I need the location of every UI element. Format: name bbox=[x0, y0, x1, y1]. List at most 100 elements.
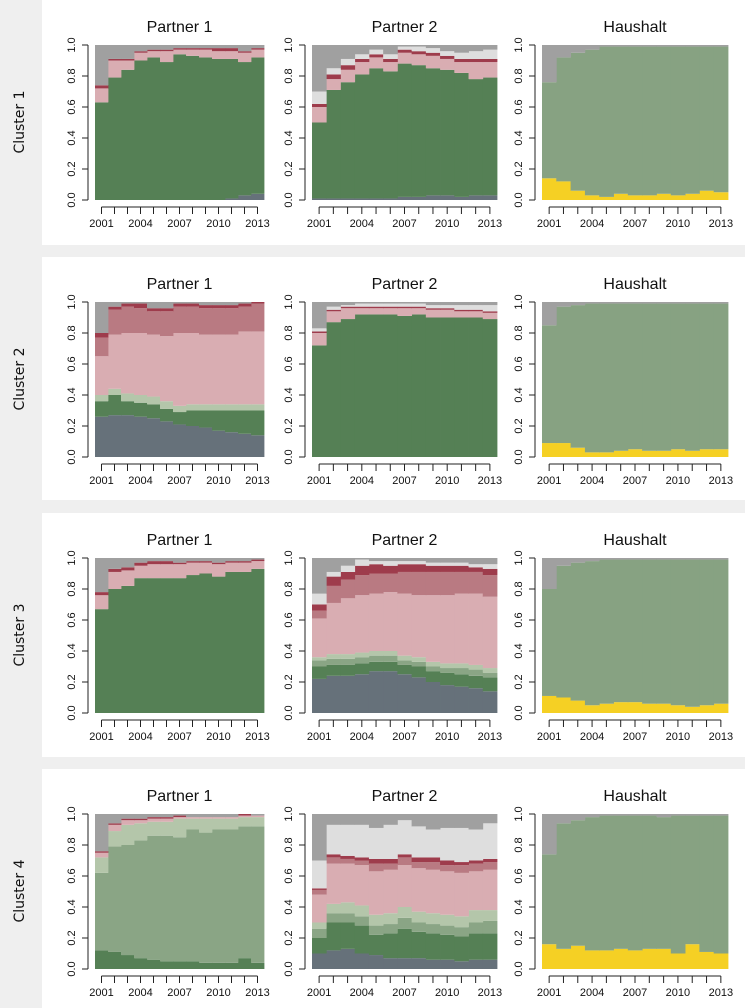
bar-segment bbox=[173, 558, 187, 563]
bar-segment bbox=[454, 814, 469, 828]
bar-segment bbox=[440, 814, 455, 828]
bar-segment bbox=[312, 860, 327, 889]
bar-segment bbox=[312, 814, 327, 861]
bar-segment bbox=[251, 193, 265, 200]
bar-segment bbox=[354, 308, 370, 315]
bar-segment bbox=[440, 959, 455, 969]
bar-segment bbox=[599, 950, 614, 969]
bar-segment bbox=[121, 45, 135, 59]
bar-segment bbox=[95, 302, 109, 333]
x-tick-label: 2001 bbox=[307, 218, 331, 230]
y-tick-label: 1.0 bbox=[513, 550, 525, 565]
x-tick-label: 2007 bbox=[167, 987, 191, 999]
bar-segment bbox=[326, 311, 341, 323]
y-tick-label: 0.4 bbox=[66, 643, 78, 658]
bar-segment bbox=[173, 424, 187, 457]
bar-segment bbox=[160, 835, 174, 962]
y-tick-label: 0.6 bbox=[66, 99, 78, 114]
x-tick-label: 2013 bbox=[245, 218, 269, 230]
bar-segment bbox=[570, 945, 586, 969]
bar-segment bbox=[440, 302, 455, 306]
panel-title: Partner 1 bbox=[147, 532, 213, 549]
bar-segment bbox=[147, 817, 161, 819]
x-tick-label: 2010 bbox=[666, 987, 690, 999]
x-tick-label: 2007 bbox=[167, 731, 191, 743]
y-tick-label: 0.8 bbox=[283, 325, 295, 340]
bar-segment bbox=[397, 303, 413, 307]
bar-segment bbox=[627, 702, 643, 713]
bar-segment bbox=[468, 922, 484, 934]
bar-segment bbox=[556, 181, 572, 200]
bar-segment bbox=[482, 49, 498, 59]
x-tick-label: 2010 bbox=[206, 987, 230, 999]
bar-segment bbox=[173, 405, 187, 413]
bar-segment bbox=[454, 305, 469, 310]
bar-segment bbox=[397, 571, 413, 594]
bar-segment bbox=[425, 913, 441, 925]
bar-segment bbox=[482, 672, 498, 678]
bar-segment bbox=[440, 571, 455, 596]
bar-segment bbox=[383, 306, 398, 309]
bar-segment bbox=[570, 562, 586, 701]
bar-segment bbox=[425, 862, 441, 870]
bar-segment bbox=[95, 356, 109, 395]
bar-segment bbox=[397, 63, 413, 197]
bar-segment bbox=[121, 820, 135, 825]
bar-segment bbox=[147, 49, 161, 52]
bar-segment bbox=[186, 306, 200, 333]
bar-segment bbox=[468, 51, 484, 59]
y-tick-label: 0.0 bbox=[513, 705, 525, 720]
bar-segment bbox=[212, 562, 226, 565]
bar-segment bbox=[340, 565, 356, 572]
bar-segment bbox=[468, 688, 484, 713]
bar-segment bbox=[147, 959, 161, 969]
bar-segment bbox=[570, 305, 586, 448]
bar-segment bbox=[454, 565, 469, 572]
bar-segment bbox=[368, 593, 384, 651]
bar-segment bbox=[340, 664, 356, 676]
bar-segment bbox=[613, 948, 629, 969]
bar-segment bbox=[354, 45, 370, 55]
bar-segment bbox=[160, 421, 174, 457]
bar-segment bbox=[354, 814, 370, 825]
bar-segment bbox=[425, 682, 441, 713]
bar-segment bbox=[225, 432, 239, 457]
bar-segment bbox=[411, 677, 427, 713]
bar-segment bbox=[340, 69, 356, 83]
bar-segment bbox=[368, 45, 384, 50]
bar-segment bbox=[468, 871, 484, 911]
bar-segment bbox=[238, 562, 252, 572]
bar-segment bbox=[368, 302, 384, 304]
bar-segment bbox=[340, 814, 356, 825]
bar-segment bbox=[440, 45, 455, 52]
bar-segment bbox=[186, 49, 200, 56]
y-tick-label: 0.6 bbox=[513, 868, 525, 883]
y-tick-label: 0.0 bbox=[283, 192, 295, 207]
bar-segment bbox=[685, 944, 700, 969]
bar-segment bbox=[670, 46, 686, 196]
bar-segment bbox=[326, 576, 341, 586]
bar-segment bbox=[121, 306, 135, 333]
y-tick-label: 0.8 bbox=[513, 325, 525, 340]
bar-segment bbox=[186, 45, 200, 49]
bar-segment bbox=[95, 857, 109, 873]
x-tick-label: 2004 bbox=[350, 218, 374, 230]
bar-segment bbox=[251, 404, 265, 411]
bar-segment bbox=[173, 814, 187, 816]
bar-segment bbox=[656, 45, 672, 47]
bar-segment bbox=[354, 824, 370, 858]
bar-segment bbox=[199, 832, 213, 963]
bar-segment bbox=[556, 814, 572, 824]
bar-segment bbox=[108, 334, 122, 389]
bar-segment bbox=[186, 302, 200, 304]
bar-segment bbox=[238, 62, 252, 196]
x-tick-label: 2013 bbox=[709, 987, 733, 999]
x-tick-label: 2010 bbox=[666, 218, 690, 230]
bar-segment bbox=[95, 416, 109, 457]
bar-segment bbox=[468, 79, 484, 196]
bar-segment bbox=[425, 558, 441, 563]
bar-segment bbox=[627, 302, 643, 304]
bar-segment bbox=[411, 51, 427, 55]
bar-segment bbox=[95, 333, 109, 338]
bar-segment bbox=[251, 559, 265, 562]
